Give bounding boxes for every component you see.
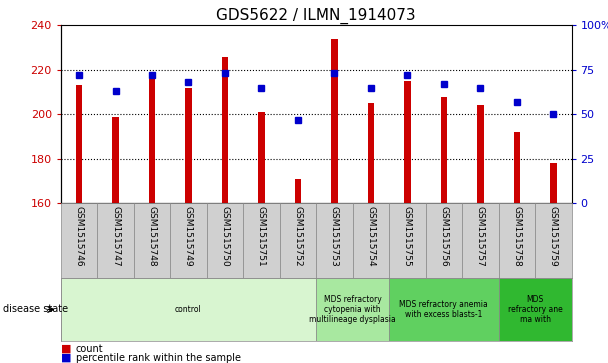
Text: ■: ■: [61, 344, 71, 354]
Bar: [441, 97, 447, 203]
Bar: [222, 57, 228, 203]
Bar: [134, 203, 170, 278]
Text: MDS refractory
cytopenia with
multilineage dysplasia: MDS refractory cytopenia with multilinea…: [309, 294, 396, 325]
Bar: [514, 132, 520, 203]
Bar: [550, 163, 556, 203]
Text: GSM1515755: GSM1515755: [403, 205, 412, 266]
Bar: [170, 203, 207, 278]
Bar: [316, 203, 353, 278]
Bar: [61, 203, 97, 278]
Bar: [280, 203, 316, 278]
Text: MDS refractory anemia
with excess blasts-1: MDS refractory anemia with excess blasts…: [399, 300, 488, 319]
Bar: [462, 203, 499, 278]
Text: GSM1515759: GSM1515759: [549, 205, 558, 266]
Text: GSM1515757: GSM1515757: [476, 205, 485, 266]
Bar: [499, 278, 572, 341]
Bar: [185, 87, 192, 203]
Bar: [404, 81, 410, 203]
Bar: [295, 179, 301, 203]
Bar: [368, 103, 374, 203]
Text: GSM1515756: GSM1515756: [440, 205, 448, 266]
Text: GSM1515753: GSM1515753: [330, 205, 339, 266]
Bar: [258, 112, 264, 203]
Bar: [61, 278, 316, 341]
Text: GSM1515758: GSM1515758: [513, 205, 521, 266]
Text: count: count: [76, 344, 103, 354]
Text: GSM1515752: GSM1515752: [294, 205, 302, 266]
Text: GSM1515746: GSM1515746: [75, 205, 83, 266]
Bar: [535, 203, 572, 278]
Bar: [499, 203, 535, 278]
Bar: [112, 117, 119, 203]
Bar: [97, 203, 134, 278]
Text: GSM1515750: GSM1515750: [221, 205, 229, 266]
Text: GSM1515749: GSM1515749: [184, 205, 193, 266]
Text: percentile rank within the sample: percentile rank within the sample: [76, 353, 241, 363]
Text: GSM1515748: GSM1515748: [148, 205, 156, 266]
Bar: [76, 85, 82, 203]
Bar: [207, 203, 243, 278]
Title: GDS5622 / ILMN_1914073: GDS5622 / ILMN_1914073: [216, 8, 416, 24]
Text: GSM1515747: GSM1515747: [111, 205, 120, 266]
Bar: [477, 105, 483, 203]
Bar: [426, 203, 462, 278]
Bar: [331, 39, 337, 203]
Text: control: control: [175, 305, 202, 314]
Text: MDS
refractory ane
ma with: MDS refractory ane ma with: [508, 294, 562, 325]
Text: ■: ■: [61, 353, 71, 363]
Bar: [243, 203, 280, 278]
Text: GSM1515754: GSM1515754: [367, 205, 375, 266]
Bar: [389, 278, 499, 341]
Text: disease state: disease state: [3, 305, 68, 314]
Bar: [353, 203, 389, 278]
Bar: [149, 79, 155, 203]
Bar: [316, 278, 389, 341]
Bar: [389, 203, 426, 278]
Text: GSM1515751: GSM1515751: [257, 205, 266, 266]
